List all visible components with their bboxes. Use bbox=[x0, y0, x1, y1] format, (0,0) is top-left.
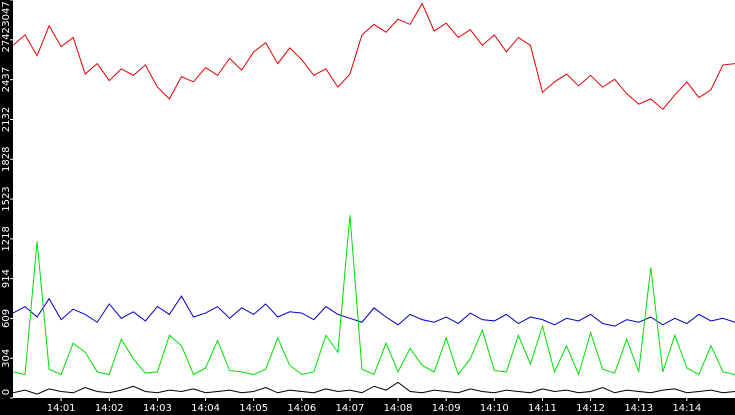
x-tick-label: 14:14 bbox=[672, 403, 701, 414]
plot-area bbox=[13, 0, 735, 398]
x-tick-label: 14:06 bbox=[287, 403, 316, 414]
series-line bbox=[12, 2, 735, 111]
y-tick-label: 0 bbox=[1, 389, 12, 395]
x-tick-label: 14:07 bbox=[336, 403, 365, 414]
x-tick-label: 14:12 bbox=[576, 403, 605, 414]
x-tick-label: 14:05 bbox=[239, 403, 268, 414]
y-tick-label: 1523 bbox=[1, 186, 12, 211]
series-line bbox=[12, 381, 735, 395]
series-line bbox=[12, 295, 735, 327]
x-tick-label: 14:04 bbox=[191, 403, 220, 414]
x-tick-label: 14:11 bbox=[528, 403, 557, 414]
y-tick-label: 2437 bbox=[1, 67, 12, 92]
x-tick-label: 14:13 bbox=[624, 403, 653, 414]
x-tick-label: 14:08 bbox=[384, 403, 413, 414]
x-tick-label: 14:01 bbox=[47, 403, 76, 414]
y-tick-label: 1218 bbox=[1, 226, 12, 251]
x-tick-label: 14:09 bbox=[432, 403, 461, 414]
y-tick-label: 1828 bbox=[1, 146, 12, 171]
y-tick-label: 304 bbox=[1, 349, 12, 368]
x-tick-label: 14:02 bbox=[95, 403, 124, 414]
y-tick-label: 609 bbox=[1, 309, 12, 328]
y-tick-label: 914 bbox=[1, 269, 12, 288]
x-tick-label: 14:03 bbox=[143, 403, 172, 414]
y-tick-label: 3047 bbox=[1, 1, 12, 26]
y-tick-label: 2742 bbox=[1, 27, 12, 52]
y-tick-label: 2132 bbox=[1, 107, 12, 132]
series-line bbox=[12, 215, 735, 376]
x-tick-label: 14:10 bbox=[480, 403, 509, 414]
